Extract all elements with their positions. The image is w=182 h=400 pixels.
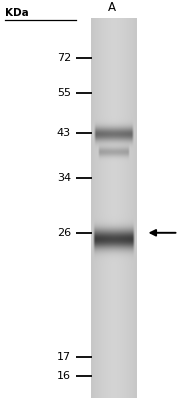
Text: A: A — [108, 1, 116, 14]
Text: 26: 26 — [57, 228, 71, 238]
Text: KDa: KDa — [5, 8, 29, 18]
Text: 17: 17 — [57, 352, 71, 362]
Text: 16: 16 — [57, 371, 71, 381]
Text: 34: 34 — [57, 173, 71, 183]
Text: 72: 72 — [57, 53, 71, 63]
Text: 43: 43 — [57, 128, 71, 138]
Text: 55: 55 — [57, 88, 71, 98]
